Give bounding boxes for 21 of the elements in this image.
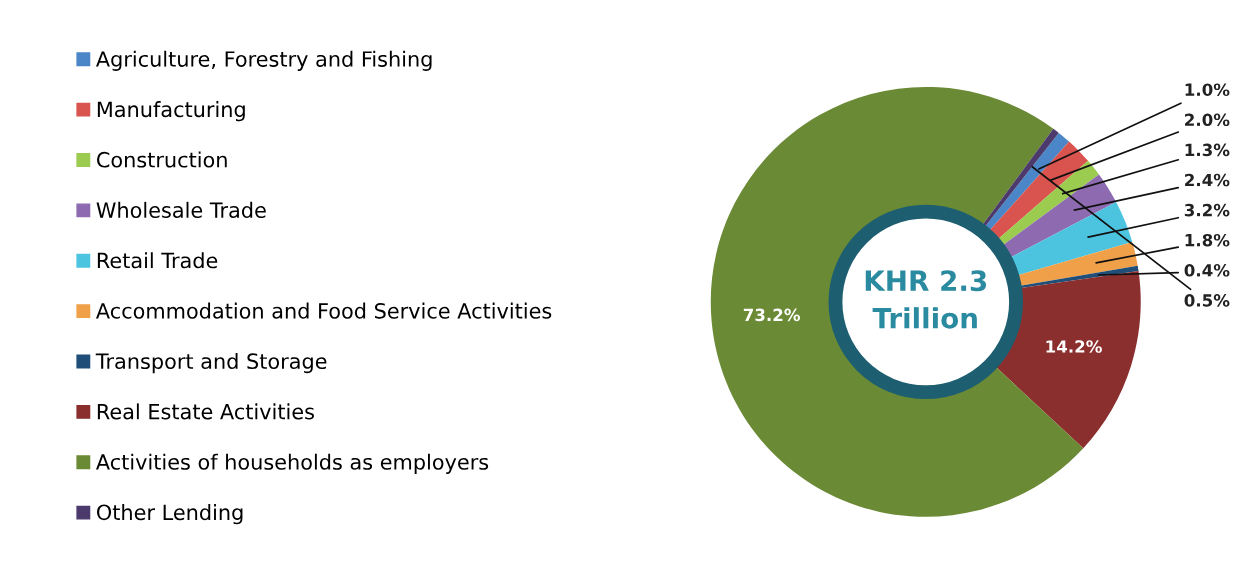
data-label: 2.0% (1185, 113, 1230, 127)
text: KHR 2.3 Trillion (865, 270, 987, 329)
legend-label: Construction (97, 151, 227, 168)
legend-label: Real Estate Activities (97, 403, 314, 420)
data-label: 3.2% (1184, 203, 1230, 217)
legend-label: Retail Trade (97, 252, 218, 269)
data-label: 2.4% (1185, 173, 1230, 187)
data-label: 0.5% (1184, 294, 1230, 307)
data-label: 1.3% (1185, 143, 1230, 157)
data-label: 1.8% (1185, 233, 1230, 247)
legend-label: Activities of households as employers (96, 453, 489, 474)
legend-label: Agriculture, Forestry and Fishing (96, 50, 432, 71)
data-label: 0.4% (1184, 264, 1230, 277)
data-label: 1.0% (1185, 83, 1230, 97)
data-label: 14.2% (1046, 340, 1102, 353)
legend-label: Other Lending (97, 504, 243, 525)
legend-label: Wholesale Trade (96, 201, 266, 218)
legend-label: Manufacturing (97, 101, 245, 122)
legend-label: Accommodation and Food Service Activities (96, 302, 552, 319)
data-label: 73.2% (743, 308, 801, 322)
legend-label: Transport and Storage (95, 352, 327, 374)
